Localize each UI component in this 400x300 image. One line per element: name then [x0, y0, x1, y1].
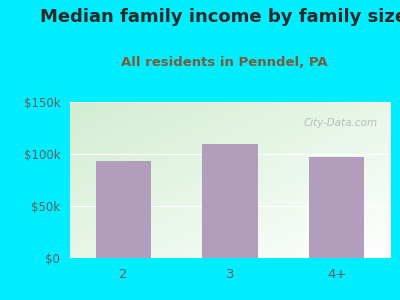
Text: Median family income by family size: Median family income by family size — [40, 8, 400, 26]
Bar — [202, 144, 258, 258]
Bar — [309, 157, 364, 258]
Text: All residents in Penndel, PA: All residents in Penndel, PA — [121, 56, 327, 68]
Bar — [96, 161, 151, 258]
Text: City-Data.com: City-Data.com — [303, 118, 377, 128]
